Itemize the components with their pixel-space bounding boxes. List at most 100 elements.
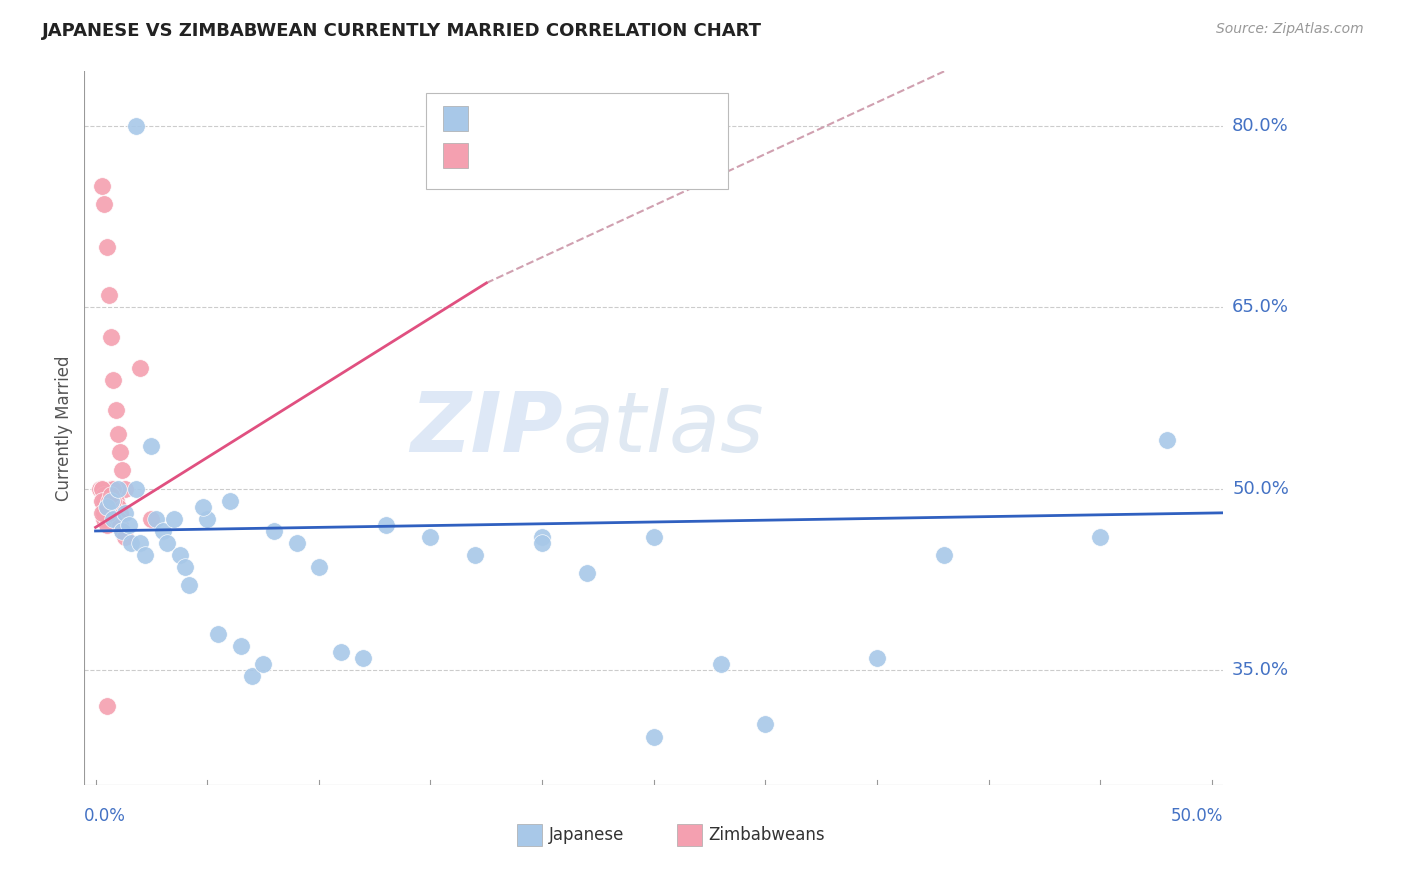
- Point: [330, 645, 353, 659]
- Point: [93, 488, 115, 502]
- Point: [89, 482, 111, 496]
- Point: [754, 717, 776, 731]
- Text: Source: ZipAtlas.com: Source: ZipAtlas.com: [1216, 22, 1364, 37]
- Point: [97, 506, 120, 520]
- Point: [1156, 434, 1178, 448]
- Point: [531, 536, 554, 550]
- Point: [229, 639, 252, 653]
- Point: [96, 493, 118, 508]
- Point: [643, 730, 665, 744]
- Point: [125, 482, 148, 496]
- Text: 0.0%: 0.0%: [84, 806, 127, 825]
- Point: [103, 512, 125, 526]
- Point: [103, 482, 125, 496]
- Point: [464, 548, 486, 562]
- Point: [207, 627, 229, 641]
- Point: [107, 512, 129, 526]
- Point: [100, 482, 122, 496]
- FancyBboxPatch shape: [426, 93, 728, 189]
- Point: [96, 493, 118, 508]
- FancyBboxPatch shape: [443, 105, 468, 130]
- Point: [91, 482, 114, 496]
- Text: 80.0%: 80.0%: [1232, 117, 1289, 135]
- Point: [93, 197, 115, 211]
- Point: [96, 500, 118, 514]
- Point: [118, 517, 141, 532]
- Point: [134, 548, 156, 562]
- Point: [100, 493, 122, 508]
- Point: [111, 524, 134, 538]
- Point: [145, 512, 167, 526]
- Point: [575, 566, 598, 581]
- Point: [419, 530, 441, 544]
- Point: [643, 530, 665, 544]
- Point: [96, 500, 118, 514]
- Point: [100, 500, 122, 514]
- Point: [107, 427, 129, 442]
- Point: [252, 657, 274, 671]
- Point: [93, 493, 115, 508]
- Text: ZIP: ZIP: [411, 388, 562, 468]
- Text: 50.0%: 50.0%: [1171, 806, 1223, 825]
- Y-axis label: Currently Married: Currently Married: [55, 355, 73, 501]
- Text: Zimbabweans: Zimbabweans: [709, 826, 825, 844]
- Point: [91, 179, 114, 194]
- Point: [96, 699, 118, 714]
- Point: [97, 506, 120, 520]
- Point: [152, 524, 174, 538]
- Point: [129, 360, 152, 375]
- Point: [218, 493, 240, 508]
- FancyBboxPatch shape: [517, 824, 543, 846]
- Point: [240, 669, 263, 683]
- Point: [531, 530, 554, 544]
- Point: [195, 512, 218, 526]
- Point: [111, 463, 134, 477]
- Point: [103, 493, 125, 508]
- Point: [104, 512, 127, 526]
- Point: [129, 536, 152, 550]
- Point: [100, 488, 122, 502]
- Point: [191, 500, 214, 514]
- Point: [125, 119, 148, 133]
- Point: [114, 530, 136, 544]
- Text: 35.0%: 35.0%: [1232, 661, 1289, 679]
- Point: [93, 506, 115, 520]
- Text: R =  0.241   N = 50: R = 0.241 N = 50: [477, 145, 668, 162]
- Point: [107, 482, 129, 496]
- Point: [114, 482, 136, 496]
- Point: [866, 651, 889, 665]
- Point: [91, 493, 114, 508]
- Point: [97, 488, 120, 502]
- Point: [1090, 530, 1112, 544]
- Point: [96, 240, 118, 254]
- Point: [179, 578, 201, 592]
- Point: [141, 512, 163, 526]
- Point: [107, 500, 129, 514]
- Point: [93, 506, 115, 520]
- Point: [108, 517, 131, 532]
- Point: [103, 506, 125, 520]
- Point: [103, 373, 125, 387]
- Point: [108, 445, 131, 459]
- Point: [169, 548, 191, 562]
- Point: [285, 536, 308, 550]
- Point: [97, 288, 120, 302]
- Point: [932, 548, 955, 562]
- Point: [91, 493, 114, 508]
- Point: [96, 517, 118, 532]
- Point: [97, 488, 120, 502]
- FancyBboxPatch shape: [676, 824, 702, 846]
- Text: R =  0.028   N = 46: R = 0.028 N = 46: [477, 107, 668, 125]
- Point: [93, 512, 115, 526]
- Point: [108, 506, 131, 520]
- Point: [104, 493, 127, 508]
- Point: [97, 493, 120, 508]
- Point: [111, 524, 134, 538]
- Text: JAPANESE VS ZIMBABWEAN CURRENTLY MARRIED CORRELATION CHART: JAPANESE VS ZIMBABWEAN CURRENTLY MARRIED…: [42, 22, 762, 40]
- Text: Japanese: Japanese: [548, 826, 624, 844]
- FancyBboxPatch shape: [443, 143, 468, 168]
- Point: [91, 482, 114, 496]
- Point: [93, 512, 115, 526]
- Point: [141, 439, 163, 453]
- Text: 65.0%: 65.0%: [1232, 298, 1289, 316]
